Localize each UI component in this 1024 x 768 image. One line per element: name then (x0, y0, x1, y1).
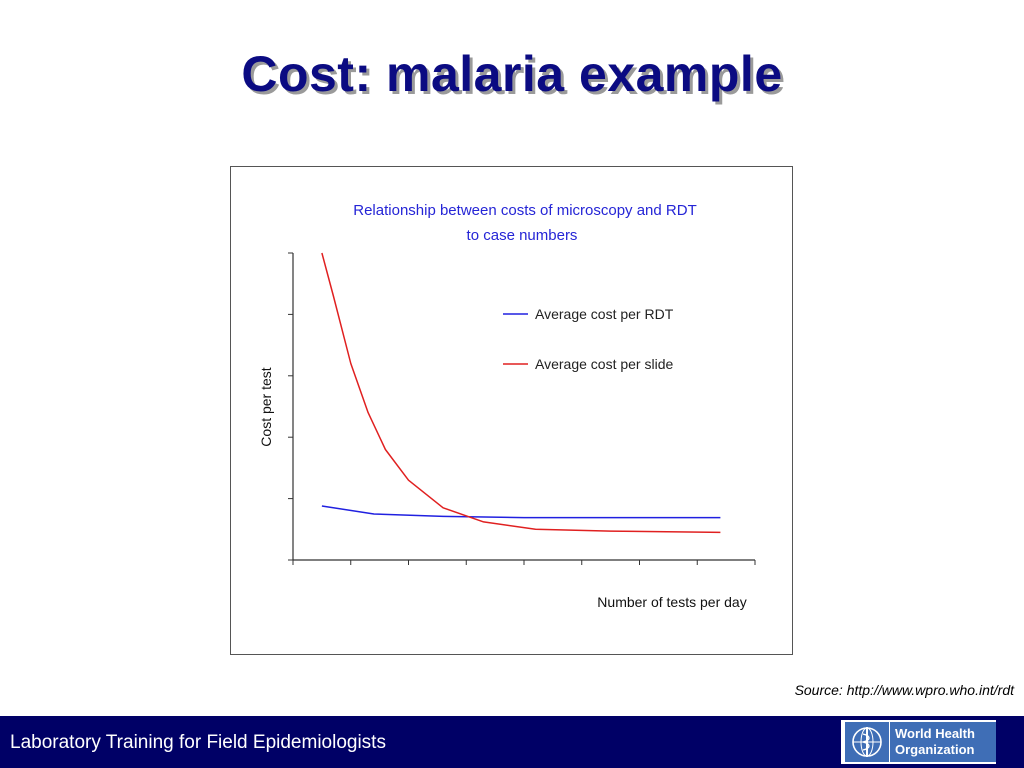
series-line-rdt (321, 505, 721, 519)
chart-title-line1: Relationship between costs of microscopy… (353, 202, 697, 219)
footer-bar: Laboratory Training for Field Epidemiolo… (0, 716, 1024, 768)
axes (288, 252, 756, 565)
series-line-slide (321, 252, 721, 534)
series-lines (321, 252, 721, 534)
slide-title: Cost: malaria example (241, 46, 783, 102)
chart-frame (230, 166, 793, 655)
legend-label-rdt: Average cost per RDT (535, 306, 674, 322)
chart-title-line2: to case numbers (467, 227, 578, 244)
footer-text: Laboratory Training for Field Epidemiolo… (10, 732, 386, 753)
who-logo-line2: Organization (895, 742, 975, 757)
source-citation: Source: http://www.wpro.who.int/rdt (794, 682, 1014, 698)
y-axis-label: Cost per test (258, 367, 274, 446)
who-logo: World Health Organization (841, 720, 996, 764)
x-axis-label: Number of tests per day (597, 594, 746, 610)
legend: Average cost per RDT Average cost per sli… (503, 306, 674, 372)
who-logo-text: World Health Organization (890, 722, 996, 762)
legend-label-slide: Average cost per slide (535, 356, 673, 372)
who-emblem-icon (845, 722, 889, 762)
who-logo-line1: World Health (895, 726, 975, 741)
